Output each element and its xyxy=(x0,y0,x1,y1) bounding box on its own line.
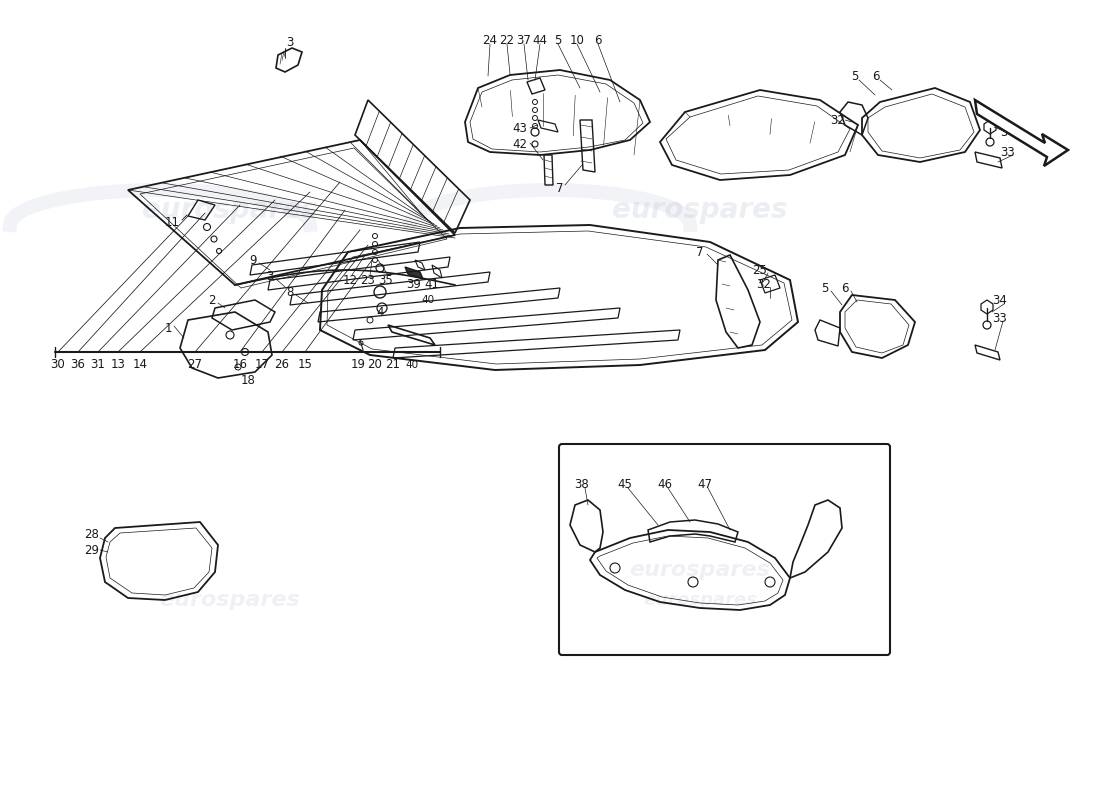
Text: 42: 42 xyxy=(513,138,528,151)
Text: 29: 29 xyxy=(85,543,99,557)
Text: 1: 1 xyxy=(164,322,172,334)
Text: 28: 28 xyxy=(85,529,99,542)
Text: 33: 33 xyxy=(1001,146,1015,158)
Text: 12: 12 xyxy=(342,274,358,286)
Text: 36: 36 xyxy=(70,358,86,371)
Text: 16: 16 xyxy=(232,358,248,371)
Text: 19: 19 xyxy=(351,358,365,371)
Text: 6: 6 xyxy=(872,70,880,82)
Text: 35: 35 xyxy=(378,274,394,286)
Text: 11: 11 xyxy=(165,215,179,229)
Text: 5: 5 xyxy=(851,70,859,82)
Text: 23: 23 xyxy=(361,274,375,286)
Text: 38: 38 xyxy=(574,478,590,490)
Text: 13: 13 xyxy=(111,358,125,371)
Text: 5: 5 xyxy=(822,282,828,294)
Text: 32: 32 xyxy=(757,278,771,291)
Text: 7: 7 xyxy=(696,246,704,258)
Text: 5: 5 xyxy=(554,34,562,46)
Text: 2: 2 xyxy=(208,294,216,306)
Polygon shape xyxy=(975,100,1068,166)
Text: 4: 4 xyxy=(376,306,384,318)
Text: eurospares: eurospares xyxy=(142,196,318,224)
Polygon shape xyxy=(405,267,424,279)
Text: 17: 17 xyxy=(254,358,270,371)
Text: 37: 37 xyxy=(517,34,531,46)
Text: 39: 39 xyxy=(407,278,421,291)
Text: 31: 31 xyxy=(90,358,106,371)
Text: 43: 43 xyxy=(513,122,527,134)
Text: 9: 9 xyxy=(250,254,256,266)
Text: 25: 25 xyxy=(752,263,768,277)
Text: 14: 14 xyxy=(132,358,147,371)
Text: 34: 34 xyxy=(992,294,1008,306)
Text: 46: 46 xyxy=(658,478,672,490)
Text: 45: 45 xyxy=(617,478,632,490)
Text: 27: 27 xyxy=(187,358,202,371)
Text: 8: 8 xyxy=(286,286,294,298)
Text: 18: 18 xyxy=(241,374,255,386)
Text: 6: 6 xyxy=(594,34,602,46)
Text: 40: 40 xyxy=(421,295,434,305)
Text: 32: 32 xyxy=(830,114,846,126)
Text: 40: 40 xyxy=(406,360,419,370)
Text: 6: 6 xyxy=(842,282,849,294)
Text: eurospares: eurospares xyxy=(160,590,300,610)
Text: 33: 33 xyxy=(992,311,1008,325)
Text: 20: 20 xyxy=(367,358,383,371)
Text: 24: 24 xyxy=(483,34,497,46)
Text: 3: 3 xyxy=(286,37,294,50)
Text: 26: 26 xyxy=(275,358,289,371)
Text: eurospares: eurospares xyxy=(613,196,788,224)
Text: eurospares: eurospares xyxy=(644,591,757,609)
Text: 3: 3 xyxy=(266,270,274,282)
Text: 34: 34 xyxy=(1001,126,1015,138)
Text: 30: 30 xyxy=(51,358,65,371)
Text: 44: 44 xyxy=(532,34,548,46)
Text: 41: 41 xyxy=(425,278,440,291)
Text: 22: 22 xyxy=(499,34,515,46)
Text: 10: 10 xyxy=(570,34,584,46)
Text: 7: 7 xyxy=(557,182,563,194)
Text: 21: 21 xyxy=(385,358,400,371)
Text: 47: 47 xyxy=(697,478,713,490)
Text: eurospares: eurospares xyxy=(629,560,770,580)
Text: 15: 15 xyxy=(298,358,312,371)
